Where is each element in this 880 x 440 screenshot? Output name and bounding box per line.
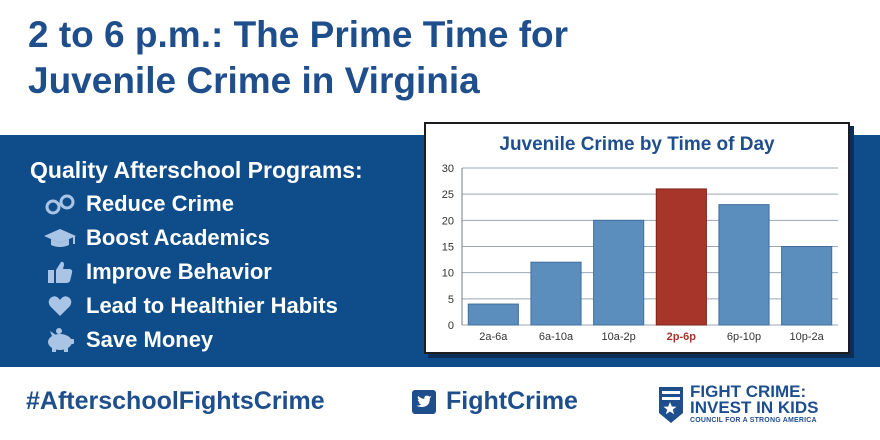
bar: [530, 261, 582, 326]
benefit-item: Reduce Crime: [30, 187, 363, 221]
benefit-label: Improve Behavior: [86, 259, 272, 284]
piggy-bank-icon: [42, 326, 78, 354]
flag-shield-icon: [659, 386, 683, 423]
x-tick-label: 10a-2p: [602, 331, 636, 343]
benefit-item: Lead to Healthier Habits: [30, 289, 363, 323]
benefit-item: Boost Academics: [30, 221, 363, 255]
x-tick-label: 2a-6a: [479, 331, 508, 343]
bar-chart: 0 5 10 15 20 25 30 2a-6a 6a-10a 10a-2p 2p-6p 6p-10p…: [442, 163, 838, 343]
y-tick-label: 15: [442, 242, 454, 254]
bar: [655, 188, 707, 326]
programs-title: Quality Afterschool Programs:: [30, 157, 363, 183]
org-text: FIGHT CRIME: INVEST IN KIDS COUNCIL FOR …: [690, 382, 819, 425]
headline-line-2: Juvenile Crime in Virginia: [28, 60, 480, 101]
bar: [718, 204, 770, 326]
heart-icon: [42, 292, 78, 320]
x-tick-label: 2p-6p: [667, 331, 697, 343]
benefit-label: Save Money: [86, 327, 214, 352]
chart-card: Juvenile Crime by Time of Day 0 5 10 15 20 25…: [424, 122, 850, 354]
graduation-cap-icon: [42, 224, 78, 252]
benefit-label: Reduce Crime: [86, 191, 234, 216]
headline: 2 to 6 p.m.: The Prime Time for Juvenile…: [28, 12, 848, 104]
org-tagline: COUNCIL FOR A STRONG AMERICA: [690, 417, 817, 424]
benefit-label: Lead to Healthier Habits: [86, 293, 338, 318]
y-tick-label: 0: [448, 320, 454, 332]
bar: [467, 303, 519, 326]
benefit-item: Improve Behavior: [30, 255, 363, 289]
handcuffs-icon: [42, 190, 78, 218]
org-name-line-2: INVEST IN KIDS: [690, 398, 819, 417]
chart-title: Juvenile Crime by Time of Day: [499, 134, 775, 155]
thumbs-up-icon: [42, 258, 78, 286]
y-tick-label: 25: [442, 189, 454, 201]
bar: [781, 246, 833, 326]
x-tick-label: 6p-10p: [727, 331, 761, 343]
programs-panel: Quality Afterschool Programs: Reduce Cri…: [30, 155, 363, 357]
org-name-line-1: FIGHT CRIME:: [690, 382, 807, 401]
y-tick-label: 10: [442, 268, 454, 280]
twitter-handle[interactable]: FightCrime: [412, 387, 578, 416]
bar: [593, 219, 645, 326]
hashtag-link[interactable]: #AfterschoolFightsCrime: [26, 387, 325, 415]
twitter-icon: [412, 389, 436, 414]
headline-line-1: 2 to 6 p.m.: The Prime Time for: [28, 14, 569, 55]
x-tick-label: 10p-2a: [790, 331, 825, 343]
org-logo: FIGHT CRIME: INVEST IN KIDS COUNCIL FOR …: [658, 382, 819, 425]
benefit-item: Save Money: [30, 323, 363, 357]
benefit-label: Boost Academics: [86, 225, 270, 250]
y-tick-label: 20: [442, 215, 454, 227]
y-tick-label: 30: [442, 163, 454, 175]
x-tick-label: 6a-10a: [539, 331, 574, 343]
twitter-handle-label: FightCrime: [446, 387, 578, 415]
y-tick-label: 5: [448, 294, 454, 306]
